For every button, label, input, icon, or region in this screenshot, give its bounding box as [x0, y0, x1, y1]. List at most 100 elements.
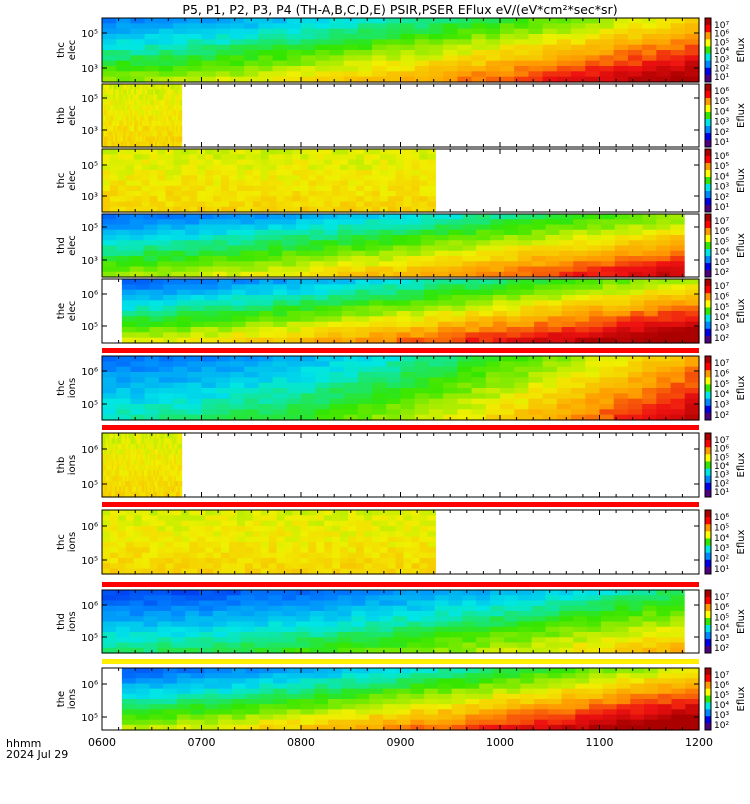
- heatmap-cell: [205, 181, 214, 187]
- heatmap-cell: [310, 235, 324, 241]
- heatmap-cell: [102, 356, 117, 362]
- heatmap-cell: [102, 267, 116, 273]
- heatmap-cell: [197, 526, 206, 532]
- heatmap-cell: [229, 537, 238, 543]
- heatmap-cell: [145, 383, 160, 389]
- heatmap-cell: [685, 66, 700, 72]
- heatmap-cell: [329, 66, 344, 72]
- heatmap-cell: [116, 393, 131, 399]
- heatmap-cell: [507, 322, 521, 328]
- heatmap-cell: [545, 230, 559, 236]
- heatmap-cell: [308, 537, 317, 543]
- heatmap-cell: [118, 186, 127, 192]
- heatmap-cell: [102, 526, 111, 532]
- heatmap-cell: [388, 558, 397, 564]
- colorbar-segment: [705, 300, 711, 308]
- colorbar-tick-label: 10¹: [714, 203, 729, 213]
- heatmap-cell: [165, 547, 174, 553]
- heatmap-cell: [237, 547, 246, 553]
- heatmap-cell: [329, 372, 344, 378]
- heatmap-cell: [518, 256, 532, 262]
- heatmap-cell: [204, 300, 218, 306]
- heatmap-cell: [144, 595, 158, 601]
- heatmap-cell: [230, 356, 245, 362]
- heatmap-cell: [277, 170, 286, 176]
- heatmap-cell: [557, 388, 572, 394]
- heatmap-cell: [110, 515, 119, 521]
- heatmap-cell: [356, 186, 365, 192]
- heatmap-cell: [328, 300, 342, 306]
- heatmap-cell: [386, 34, 401, 40]
- heatmap-cell: [185, 246, 199, 252]
- heatmap-cell: [245, 537, 254, 543]
- heatmap-cell: [202, 39, 217, 45]
- heatmap-cell: [273, 284, 287, 290]
- heatmap-cell: [410, 290, 424, 296]
- heatmap-cell: [110, 542, 119, 548]
- heatmap-cell: [534, 327, 548, 333]
- heatmap-cell: [159, 367, 174, 373]
- heatmap-cell: [340, 170, 349, 176]
- heatmap-cell: [268, 267, 282, 273]
- heatmap-cell: [340, 526, 349, 532]
- heatmap-cell: [412, 547, 421, 553]
- heatmap-cell: [110, 160, 119, 166]
- heatmap-cell: [532, 230, 546, 236]
- heatmap-cell: [165, 191, 174, 197]
- heatmap-cell: [603, 311, 617, 317]
- heatmap-cell: [438, 306, 452, 312]
- heatmap-cell: [372, 175, 381, 181]
- heatmap-cell: [329, 61, 344, 67]
- heatmap-cell: [145, 66, 160, 72]
- heatmap-cell: [229, 547, 238, 553]
- heatmap-cell: [401, 71, 416, 77]
- heatmap-cell: [348, 170, 357, 176]
- heatmap-cell: [204, 322, 218, 328]
- colorbar-segment: [705, 377, 711, 385]
- heatmap-cell: [388, 175, 397, 181]
- heatmap-cell: [187, 55, 202, 61]
- colorbar-segment: [705, 75, 711, 83]
- heatmap-cell: [165, 515, 174, 521]
- heatmap-cell: [476, 261, 490, 267]
- heatmap-cell: [241, 590, 255, 596]
- heatmap-cell: [116, 383, 131, 389]
- heatmap-cell: [462, 256, 476, 262]
- heatmap-cell: [308, 186, 317, 192]
- heatmap-cell: [685, 388, 700, 394]
- heatmap-cell: [130, 404, 145, 410]
- heatmap-cell: [386, 66, 401, 72]
- colorbar-tick-label: 10¹: [714, 73, 729, 83]
- heatmap-cell: [379, 251, 393, 257]
- heatmap-cell: [163, 327, 177, 333]
- heatmap-cell: [181, 521, 190, 527]
- heatmap-cell: [165, 510, 174, 516]
- heatmap-cell: [181, 531, 190, 537]
- heatmap-cell: [415, 388, 430, 394]
- heatmap-cell: [216, 388, 231, 394]
- heatmap-cell: [656, 246, 670, 252]
- heatmap-cell: [258, 383, 273, 389]
- heatmap-cell: [670, 246, 684, 252]
- heatmap-cell: [180, 481, 183, 487]
- heatmap-cell: [543, 34, 558, 40]
- heatmap-cell: [543, 367, 558, 373]
- heatmap-cell: [585, 29, 600, 35]
- heatmap-cell: [130, 606, 144, 612]
- heatmap-cell: [185, 601, 199, 607]
- heatmap-cell: [145, 50, 160, 56]
- heatmap-cell: [273, 388, 288, 394]
- heatmap-cell: [241, 632, 255, 638]
- heatmap-cell: [102, 590, 116, 596]
- heatmap-cell: [329, 18, 344, 24]
- heatmap-cell: [396, 510, 405, 516]
- heatmap-cell: [181, 186, 190, 192]
- heatmap-cell: [573, 225, 587, 231]
- heatmap-cell: [126, 521, 135, 527]
- heatmap-cell: [671, 71, 686, 77]
- heatmap-cell: [150, 515, 159, 521]
- colorbar-segment: [705, 18, 711, 26]
- heatmap-cell: [189, 510, 198, 516]
- heatmap-cell: [358, 409, 373, 415]
- heatmap-cell: [372, 191, 381, 197]
